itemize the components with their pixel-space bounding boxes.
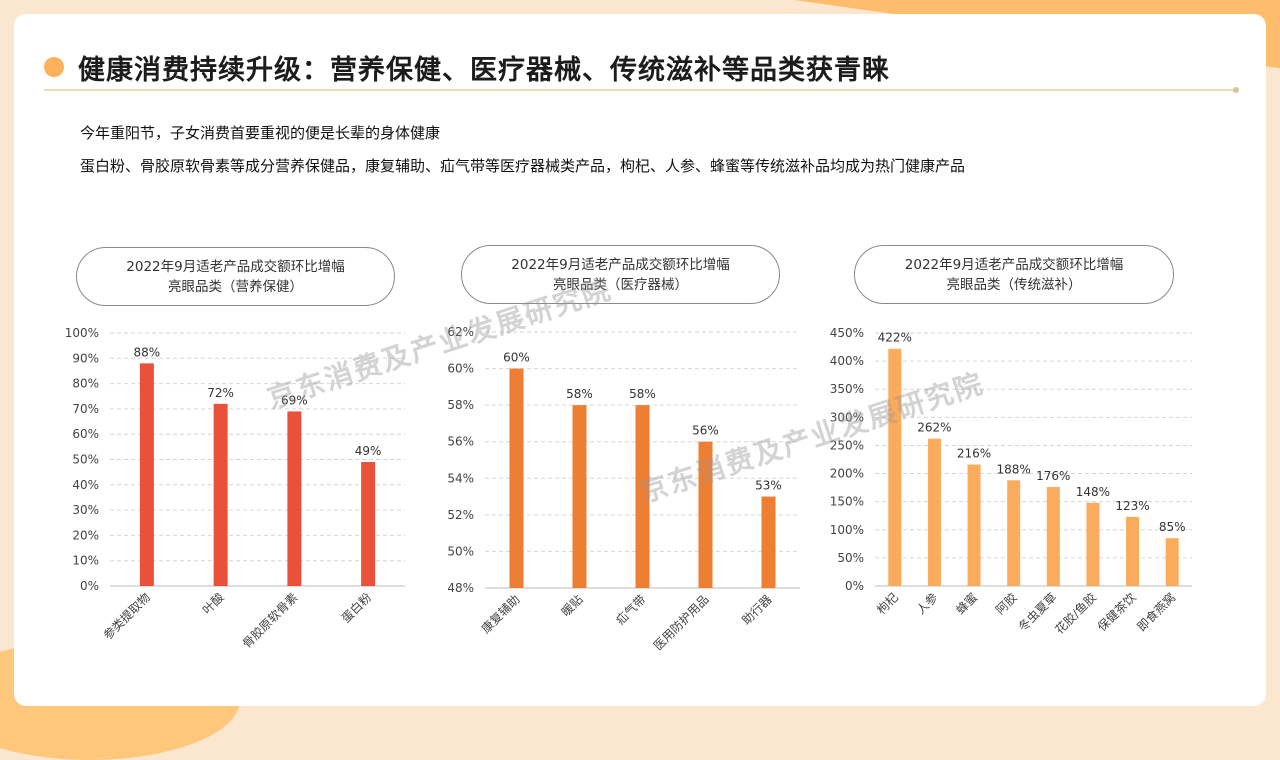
data-label: 148% bbox=[1076, 485, 1110, 499]
data-label: 58% bbox=[566, 387, 593, 401]
chart-2-title-line-1: 2022年9月适老产品成交额环比增幅 bbox=[511, 257, 730, 273]
y-tick-label: 56% bbox=[447, 435, 474, 449]
bar bbox=[287, 411, 302, 586]
y-tick-label: 0% bbox=[845, 579, 864, 593]
y-tick-label: 70% bbox=[72, 402, 99, 416]
x-tick-label: 花胶/鱼胶 bbox=[1052, 590, 1099, 637]
y-tick-label: 52% bbox=[447, 508, 474, 522]
y-tick-label: 450% bbox=[830, 326, 864, 340]
intro-line-1: 今年重阳节，子女消费首要重视的便是长辈的身体健康 bbox=[80, 124, 441, 142]
chart-1-title-pill: 2022年9月适老产品成交额环比增幅 亮眼品类（营养保健） bbox=[76, 247, 395, 306]
y-tick-label: 60% bbox=[72, 427, 99, 441]
chart-3-title-line-1: 2022年9月适老产品成交额环比增幅 bbox=[904, 257, 1124, 273]
x-tick-label: 疝气带 bbox=[613, 592, 649, 628]
chart-2-title-line-2: 亮眼品类（医疗器械） bbox=[553, 277, 688, 293]
y-tick-label: 350% bbox=[830, 382, 864, 396]
y-tick-label: 40% bbox=[72, 478, 99, 492]
y-tick-label: 90% bbox=[72, 351, 99, 365]
bar bbox=[213, 403, 228, 586]
y-tick-label: 250% bbox=[830, 438, 864, 452]
y-tick-label: 50% bbox=[72, 453, 99, 467]
bar bbox=[888, 348, 902, 586]
data-label: 123% bbox=[1115, 499, 1149, 513]
y-tick-label: 0% bbox=[80, 579, 99, 593]
y-tick-label: 80% bbox=[72, 377, 99, 391]
y-tick-label: 20% bbox=[72, 528, 99, 542]
bar bbox=[361, 462, 376, 586]
bar bbox=[139, 363, 154, 586]
bar bbox=[1007, 480, 1021, 586]
chart-1-title-line-2: 亮眼品类（营养保健） bbox=[168, 279, 303, 295]
chart-3-title-line-2: 亮眼品类（传统滋补） bbox=[946, 277, 1082, 293]
x-tick-label: 康复辅助 bbox=[478, 592, 523, 637]
x-tick-label: 蛋白粉 bbox=[338, 590, 374, 626]
bar bbox=[967, 464, 981, 586]
bar bbox=[1165, 538, 1179, 586]
bar bbox=[635, 405, 650, 588]
y-tick-label: 100% bbox=[65, 326, 99, 340]
x-tick-label: 阿胶 bbox=[992, 590, 1020, 618]
y-tick-label: 150% bbox=[830, 495, 864, 509]
data-label: 216% bbox=[957, 447, 991, 461]
bar bbox=[572, 405, 587, 588]
chart-3-title-pill: 2022年9月适老产品成交额环比增幅 亮眼品类（传统滋补） bbox=[854, 245, 1174, 304]
bar bbox=[509, 368, 524, 588]
y-tick-label: 58% bbox=[447, 398, 474, 412]
bar bbox=[927, 438, 941, 586]
page-title: 健康消费持续升级：营养保健、医疗器械、传统滋补等品类获青睐 bbox=[78, 55, 890, 86]
x-tick-label: 叶酸 bbox=[199, 590, 227, 618]
data-label: 56% bbox=[692, 424, 719, 438]
y-tick-label: 30% bbox=[72, 503, 99, 517]
x-tick-label: 医用防护用品 bbox=[650, 592, 712, 654]
chart-nutrition: 0% 10% 20% 30% 40% 50% 60% 70% 80% 90% 100% 88% 参类提取… bbox=[65, 326, 405, 652]
chart-2-title-pill: 2022年9月适老产品成交额环比增幅 亮眼品类（医疗器械） bbox=[461, 245, 780, 304]
data-label: 422% bbox=[878, 331, 912, 345]
intro-line-2: 蛋白粉、骨胶原软骨素等成分营养保健品，康复辅助、疝气带等医疗器械类产品，枸杞、人… bbox=[80, 157, 966, 175]
data-label: 176% bbox=[1036, 469, 1070, 483]
y-tick-label: 48% bbox=[447, 581, 474, 595]
y-tick-label: 10% bbox=[72, 554, 99, 568]
y-tick-label: 62% bbox=[447, 325, 474, 339]
data-label: 60% bbox=[503, 351, 530, 365]
y-tick-label: 200% bbox=[830, 467, 864, 481]
x-tick-label: 助行器 bbox=[739, 592, 774, 627]
x-tick-label: 即食燕窝 bbox=[1134, 590, 1179, 635]
x-tick-label: 蜂蜜 bbox=[953, 590, 981, 618]
bar bbox=[698, 441, 713, 588]
x-tick-label: 骨胶原软骨素 bbox=[239, 590, 301, 652]
y-tick-label: 50% bbox=[447, 544, 474, 558]
y-tick-label: 50% bbox=[837, 551, 864, 565]
bar bbox=[1046, 487, 1060, 586]
data-label: 69% bbox=[281, 393, 308, 407]
y-tick-label: 54% bbox=[447, 471, 474, 485]
bar bbox=[761, 496, 776, 588]
y-tick-label: 100% bbox=[830, 523, 864, 537]
x-tick-label: 枸杞 bbox=[873, 590, 901, 618]
bar bbox=[1126, 516, 1140, 586]
x-tick-label: 保健茶饮 bbox=[1094, 590, 1139, 635]
data-label: 72% bbox=[207, 386, 234, 400]
data-label: 188% bbox=[997, 462, 1031, 476]
chart-medical-devices: 48% 50% 52% 54% 56% 58% 60% 62% 60% 康复辅助 58% 暖贴 58% 疝… bbox=[447, 325, 800, 654]
chart-traditional-tonic: 0% 50% 100% 150% 200% 250% 300% 350% 400% 450% 422… bbox=[830, 326, 1192, 637]
data-label: 58% bbox=[629, 387, 656, 401]
title-divider bbox=[44, 89, 1236, 91]
y-tick-label: 400% bbox=[830, 354, 864, 368]
chart-1-title-line-1: 2022年9月适老产品成交额环比增幅 bbox=[126, 259, 345, 275]
x-tick-label: 暖贴 bbox=[559, 592, 586, 619]
y-tick-label: 60% bbox=[447, 362, 474, 376]
data-label: 49% bbox=[355, 444, 382, 458]
x-tick-label: 人参 bbox=[913, 590, 941, 618]
y-tick-label: 300% bbox=[830, 410, 864, 424]
slide-card bbox=[14, 14, 1266, 706]
data-label: 88% bbox=[134, 345, 161, 359]
data-label: 262% bbox=[917, 421, 951, 435]
data-label: 85% bbox=[1159, 520, 1186, 534]
x-tick-label: 参类提取物 bbox=[100, 590, 153, 643]
data-label: 53% bbox=[755, 479, 782, 493]
bar bbox=[1086, 502, 1100, 586]
title-bullet-dot bbox=[44, 57, 64, 77]
title-divider-end-dot bbox=[1233, 87, 1239, 93]
